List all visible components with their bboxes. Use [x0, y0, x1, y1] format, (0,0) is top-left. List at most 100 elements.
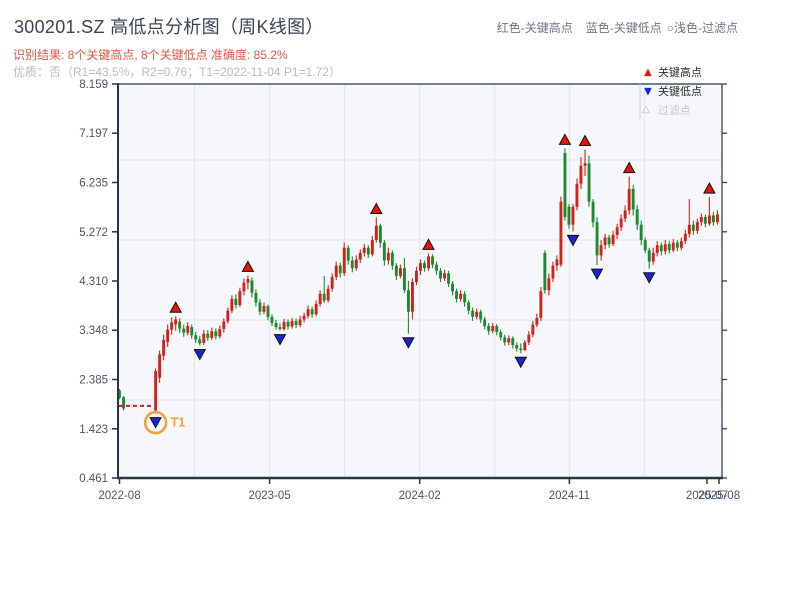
- candle: [579, 157, 583, 189]
- candle: [190, 324, 194, 339]
- candle: [619, 214, 623, 231]
- key-high-marker: [703, 182, 716, 194]
- key-low-markers: [149, 234, 656, 429]
- candle: [354, 255, 358, 271]
- candle: [294, 318, 298, 329]
- candle: [611, 230, 615, 247]
- y-axis-ticks: 8.159 7.197 6.235 5.272 4.310 3.348 2.385 1.423…: [79, 79, 727, 485]
- candle: [455, 288, 458, 303]
- gridlines: [118, 84, 722, 478]
- candle: [226, 307, 230, 324]
- svg-text:2.385: 2.385: [79, 375, 108, 387]
- candle: [374, 217, 378, 243]
- candle: [302, 312, 306, 323]
- svg-text:3.348: 3.348: [79, 325, 108, 337]
- candle: [250, 277, 254, 298]
- legend-item-key-low: ▼ 关键低点: [642, 81, 722, 100]
- candle: [427, 253, 430, 271]
- candle: [399, 264, 402, 279]
- candle: [230, 295, 234, 314]
- svg-text:2024-11: 2024-11: [549, 490, 590, 502]
- candle: [202, 330, 206, 345]
- t1-label: T1: [171, 416, 186, 430]
- candle: [166, 324, 170, 347]
- svg-text:2025-08: 2025-08: [698, 490, 740, 502]
- kline-chart: 8.159 7.197 6.235 5.272 4.310 3.348 2.385 1.423…: [79, 79, 740, 502]
- key-high-marker: [369, 202, 383, 214]
- candle: [346, 245, 350, 265]
- candle: [407, 281, 410, 334]
- key-high-marker: [558, 133, 572, 145]
- candle: [507, 335, 511, 345]
- candle: [543, 250, 547, 294]
- key-low-marker: [273, 334, 287, 346]
- candle: [182, 324, 186, 337]
- legend-item-filter: △ 过滤点: [642, 100, 722, 119]
- key-high-markers: [169, 133, 716, 313]
- triangle-outline-icon: △: [642, 103, 650, 115]
- svg-text:2025-07: 2025-07: [686, 490, 728, 502]
- candle: [563, 148, 567, 221]
- candle: [459, 290, 463, 302]
- candle: [451, 281, 454, 296]
- candle: [310, 306, 314, 318]
- triangle-up-icon: ▲: [642, 64, 654, 79]
- candle: [411, 278, 414, 320]
- key-high-marker: [422, 238, 435, 250]
- candle: [687, 199, 691, 238]
- candle: [330, 273, 334, 292]
- candle: [334, 261, 338, 280]
- candle: [631, 184, 635, 216]
- color-key-filter: ○浅色-过滤点: [666, 21, 738, 35]
- candle: [483, 316, 487, 330]
- candle: [683, 229, 687, 245]
- candle: [615, 223, 619, 239]
- candle: [675, 240, 679, 252]
- candle: [386, 247, 390, 265]
- candle: [511, 336, 515, 349]
- candle: [158, 350, 162, 383]
- svg-text:4.310: 4.310: [79, 276, 108, 288]
- candle: [591, 199, 595, 228]
- candle: [691, 220, 695, 235]
- key-low-marker: [566, 234, 580, 247]
- svg-text:2022-08: 2022-08: [98, 490, 140, 502]
- candle: [270, 314, 274, 326]
- candle: [503, 334, 507, 346]
- candle: [499, 329, 503, 341]
- candle: [282, 318, 286, 331]
- candle: [539, 287, 543, 321]
- candle: [206, 330, 210, 341]
- candle: [314, 300, 318, 317]
- key-high-marker: [622, 161, 636, 174]
- key-low-marker: [402, 337, 415, 349]
- candle: [419, 259, 422, 275]
- candle: [639, 220, 643, 246]
- page-title: 300201.SZ 高低点分析图（周K线图）: [14, 17, 324, 37]
- legend-item-key-high: ▲ 关键高点: [642, 62, 722, 81]
- candle: [118, 389, 121, 400]
- candle: [647, 247, 651, 269]
- candle: [599, 240, 603, 261]
- key-low-marker: [193, 349, 207, 361]
- candle: [551, 261, 555, 282]
- candle: [366, 245, 370, 258]
- quality-note-text: 优质：否（R1=43.5%，R2=0.76；T1=2022-11-04 P1=1…: [13, 65, 341, 79]
- candle: [378, 223, 382, 248]
- candle: [194, 331, 198, 343]
- candle: [695, 218, 699, 234]
- candle: [491, 323, 495, 334]
- candle: [439, 268, 442, 282]
- candle: [643, 237, 647, 253]
- candle: [318, 290, 322, 307]
- candle: [635, 205, 639, 230]
- candle: [234, 294, 238, 309]
- candle: [708, 197, 711, 226]
- color-key-text: 红色-关键高点 蓝色-关键低点 ○浅色-过滤点: [497, 19, 738, 36]
- candle: [443, 269, 446, 281]
- candle: [198, 335, 202, 346]
- candles: [118, 148, 719, 414]
- candle: [431, 254, 434, 269]
- candle: [174, 316, 178, 331]
- candle: [210, 327, 214, 340]
